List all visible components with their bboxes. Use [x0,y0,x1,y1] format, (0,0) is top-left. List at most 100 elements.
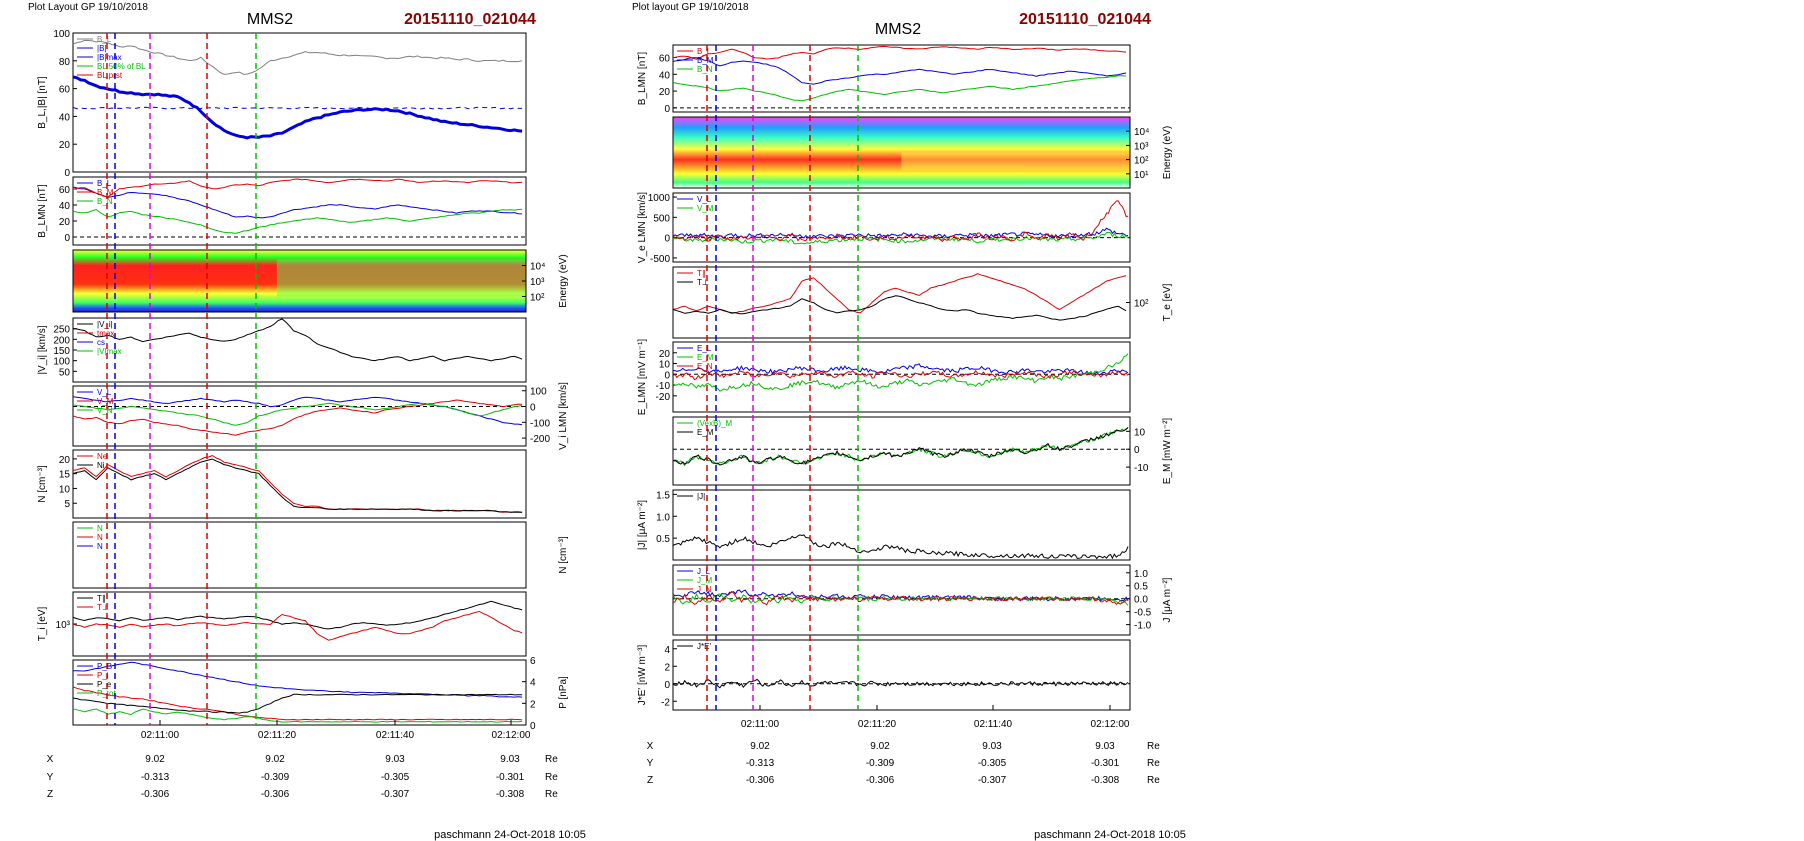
legend-entry: V_L [697,195,712,204]
y-tick-label: 0 [530,403,536,414]
ephemeris-value: 9.02 [265,754,285,765]
ephemeris-value: 9.02 [870,741,890,752]
y-tick-label: 20 [59,140,71,151]
ephemeris-unit: Re [545,789,558,800]
legend-entry: J_L [697,567,710,576]
y-tick-label: 10³ [1134,141,1149,152]
series-1 [672,295,1127,321]
y-tick-label: 0.5 [656,534,670,545]
y-tick-label: -10 [656,381,671,392]
page-1-event-id: 20151110_021044 [1019,11,1151,28]
series-2 [72,402,523,426]
y-tick-label: -20 [656,392,671,403]
legend-entry: cs [97,338,105,347]
y-axis-label: |V_i| [km/s] [37,325,48,374]
y-tick-label: 20 [659,87,671,98]
y-tick-label: 10 [59,484,71,495]
panel-frame [672,116,1131,189]
legend-entry: J_M [697,576,712,585]
y-tick-label: 0 [64,168,70,179]
y-tick-label: 250 [53,325,70,336]
legend-entry: BL prst [97,71,123,80]
ephemeris-unit: Re [545,772,558,783]
panel-frame [72,176,527,246]
y-tick-label: 100 [53,357,70,368]
y-tick-label: 10 [659,360,671,371]
time-tick-label: 02:11:20 [858,719,897,730]
series-2 [672,200,1129,242]
y-tick-label: 2 [530,699,536,710]
legend-entry: |B|max [97,53,122,62]
panel-frame [672,564,1131,636]
panel-frame [672,341,1131,413]
ephemeris-label-y: Y [647,758,654,769]
legend-entry: E_L [697,344,712,353]
legend-entry: E_N [697,362,713,371]
panel-frame [672,416,1131,486]
legend-entry: P_B [97,662,112,671]
ephemeris-value: -0.306 [141,789,170,800]
y-tick-label: 0.5 [1134,582,1148,593]
ephemeris-label-y: Y [47,772,54,783]
series-2 [672,370,1129,381]
legend-entry: T⊥ [97,603,109,612]
panel-frame [72,521,527,589]
legend-entry: Ni [97,461,105,470]
page-0-panel-7: 10³ T_i [eV] T∥T⊥ [37,591,527,657]
series-3 [72,708,523,723]
y-axis-label: Energy (eV) [1162,126,1173,179]
y-tick-label: 10³ [530,277,545,288]
panel-frame [672,44,1131,113]
y-tick-label: 10⁴ [530,262,545,273]
legend-entry: V_M [97,397,114,406]
panel-frame [672,192,1131,263]
legend-entry: T⊥ [697,278,709,287]
series-2 [72,693,523,714]
ephemeris-value: -0.306 [866,775,895,786]
y-axis-label: J*E' [nW m⁻³] [637,645,648,706]
y-tick-label: 10³ [56,620,71,631]
legend-entry: Ne [97,452,108,461]
y-tick-label: 40 [659,70,671,81]
spectrogram [673,117,1130,188]
y-tick-label: 20 [659,349,671,360]
panel-frame [72,317,527,383]
ephemeris-value: -0.313 [746,758,775,769]
series-0 [72,455,523,513]
series-0 [672,534,1129,560]
spectrogram [73,250,526,312]
series-1 [72,178,523,198]
legend-entry: B_N [97,197,113,206]
y-tick-label: -10 [1134,463,1149,474]
ephemeris-unit: Re [545,754,558,765]
y-tick-label: -0.5 [1134,608,1152,619]
y-tick-label: 100 [530,387,547,398]
y-tick-label: 100 [53,29,70,40]
y-tick-label: 0 [64,233,70,244]
y-tick-label: 0 [530,721,536,732]
page-1-panel-1: 10⁴ 10³ 10² 10¹ Energy (eV) [672,116,1173,189]
y-tick-label: 60 [59,85,71,96]
y-axis-label: T_i [eV] [37,607,48,642]
legend-entry: BL 50% of BL [97,62,146,71]
y-axis-label: N [cm⁻³] [37,465,48,503]
y-tick-label: 4 [530,678,536,689]
y-tick-label: 500 [653,213,670,224]
y-tick-label: -2 [661,697,670,708]
y-tick-label: 1.0 [656,512,670,523]
legend-entry: B_L [697,47,712,56]
y-tick-label: 10² [1134,156,1149,167]
y-tick-label: 0 [664,104,670,115]
ephemeris-value: -0.301 [1091,758,1120,769]
ephemeris-unit: Re [1147,775,1160,786]
y-tick-label: 60 [659,54,671,65]
panel-frame [672,489,1131,561]
series-1 [672,426,1129,466]
series-0 [672,273,1127,314]
panel-frame [672,266,1131,339]
ephemeris-value: -0.308 [1091,775,1120,786]
